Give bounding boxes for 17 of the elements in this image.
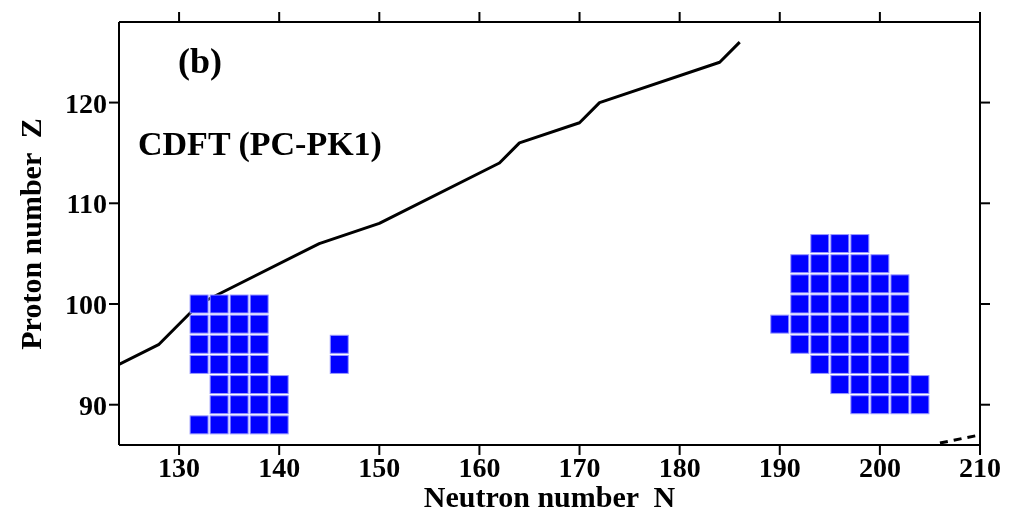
x-tick-label: 140 bbox=[258, 451, 301, 483]
x-axis-title: Neutron number N bbox=[423, 480, 676, 513]
y-tick-label: 120 bbox=[65, 87, 107, 119]
x-tick-label: 130 bbox=[158, 451, 201, 483]
annotation: CDFT (PC-PK1) bbox=[138, 125, 382, 163]
x-tick-label: 190 bbox=[758, 451, 801, 483]
y-tick-label: 90 bbox=[79, 389, 107, 421]
x-tick-label: 210 bbox=[959, 451, 1001, 483]
y-axis-title: Proton number Z bbox=[14, 118, 48, 350]
x-tick-label: 150 bbox=[358, 451, 401, 483]
y-tick-label: 110 bbox=[66, 188, 107, 220]
x-tick-label: 160 bbox=[458, 451, 501, 483]
x-tick-label: 180 bbox=[658, 451, 701, 483]
annotation: (b) bbox=[178, 40, 222, 82]
y-tick-label: 100 bbox=[65, 288, 107, 320]
x-tick-label: 170 bbox=[558, 451, 601, 483]
x-tick-label: 200 bbox=[858, 451, 901, 483]
